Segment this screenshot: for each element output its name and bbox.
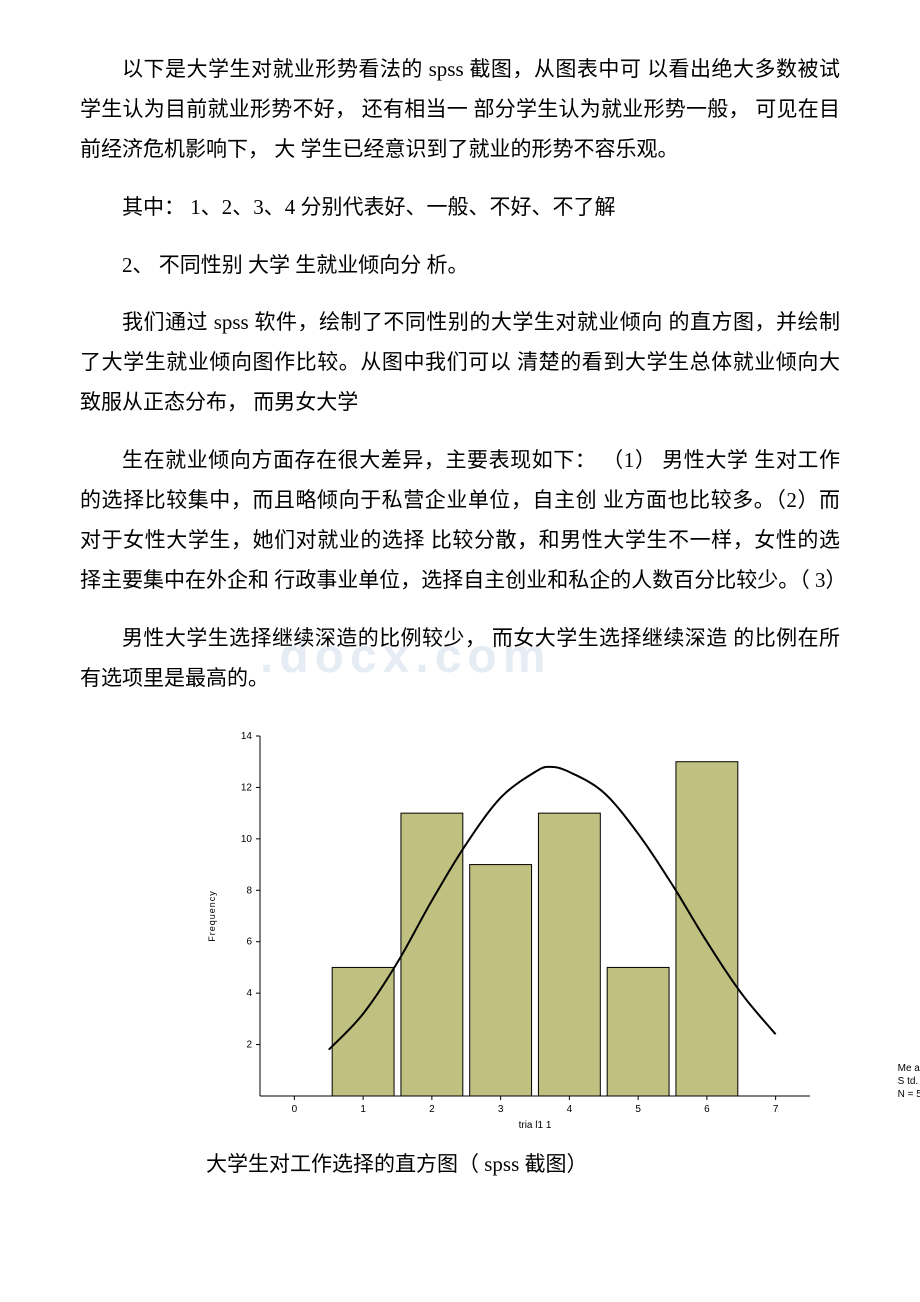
x-tick-label: 1 — [360, 1104, 366, 1115]
y-axis-label: Frequency — [207, 891, 217, 943]
histogram-bar — [538, 814, 600, 1097]
x-ticks: 0 1 2 3 4 5 6 7 — [292, 1096, 779, 1115]
x-tick-label: 2 — [429, 1104, 435, 1115]
stats-std: S td. De v. = 1.687 — [898, 1075, 920, 1088]
y-tick-label: 12 — [241, 783, 253, 794]
stats-n: N = 54 — [898, 1088, 920, 1101]
stats-text: Me a n = 3.72 S td. De v. = 1.687 N = 54 — [898, 1062, 920, 1101]
paragraph-5: 生在就业倾向方面存在很大差异，主要表现如下： （1） 男性大学 生对工作的选择比… — [80, 441, 840, 601]
paragraph-1: 以下是大学生对就业形势看法的 spss 截图，从图表中可 以看出绝大多数被试学生… — [80, 50, 840, 170]
histogram-bar — [470, 865, 532, 1096]
bars-group — [332, 762, 738, 1096]
y-tick-label: 6 — [246, 937, 252, 948]
paragraph-3: 2、 不同性别 大学 生就业倾向分 析。 — [80, 246, 840, 286]
stats-mean: Me a n = 3.72 — [898, 1062, 920, 1075]
x-tick-label: 3 — [498, 1104, 504, 1115]
histogram-bar — [676, 762, 738, 1096]
x-tick-label: 0 — [292, 1104, 298, 1115]
plot-area: 2468101214 01234567 Frequency tria l1 1 — [207, 731, 810, 1131]
y-tick-label: 10 — [241, 834, 253, 845]
y-tick-label: 14 — [241, 731, 253, 742]
paragraph-4: 我们通过 spss 软件，绘制了不同性别的大学生对就业倾向 的直方图，并绘制了大… — [80, 303, 840, 423]
histogram-bar — [607, 968, 669, 1097]
x-axis-label: tria l1 1 — [519, 1120, 552, 1131]
paragraph-6: 男性大学生选择继续深造的比例较少， 而女大学生选择继续深造 的比例在所有选项里是… — [80, 619, 840, 699]
x-tick-label: 5 — [635, 1104, 641, 1115]
histogram-bar — [332, 968, 394, 1097]
y-tick-label: 4 — [246, 989, 252, 1000]
x-tick-label: 6 — [704, 1104, 710, 1115]
histogram-bar — [401, 814, 463, 1097]
x-tick-label: 7 — [773, 1104, 779, 1115]
y-tick-label: 2 — [246, 1040, 252, 1051]
y-tick-label: 8 — [246, 886, 252, 897]
paragraph-2: 其中： 1、2、3、4 分别代表好、一般、不好、不了解 — [80, 188, 840, 228]
y-ticks: 2 4 6 8 10 12 14 — [241, 731, 260, 1051]
chart-svg: 2468101214 01234567 Frequency tria l1 1 — [190, 716, 840, 1136]
x-tick-label: 4 — [567, 1104, 573, 1115]
histogram-chart: 2468101214 01234567 Frequency tria l1 1 … — [190, 716, 840, 1136]
chart-caption: 大学生对工作选择的直方图（ spss 截图） — [80, 1148, 840, 1178]
